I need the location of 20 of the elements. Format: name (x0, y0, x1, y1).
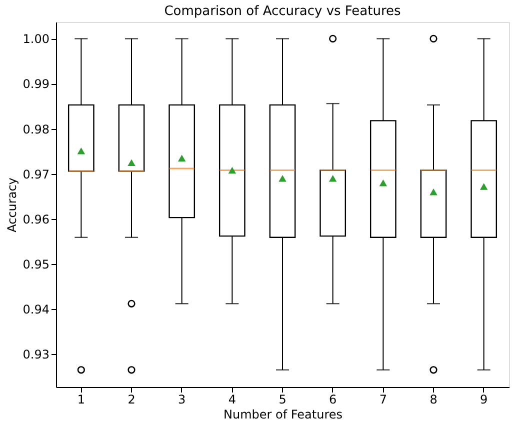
x-tick-label: 2 (128, 392, 136, 406)
x-tick-label: 1 (77, 392, 85, 406)
y-tick-label: 0.96 (22, 212, 50, 226)
x-tick-label: 3 (178, 392, 186, 406)
y-tick-label: 0.93 (22, 348, 50, 362)
y-tick-label: 0.94 (22, 302, 50, 317)
y-tick-label: 0.98 (22, 122, 50, 136)
y-axis-title: Accuracy (4, 178, 19, 232)
y-tick-label: 0.95 (22, 257, 50, 272)
y-tick-label: 1.00 (22, 32, 50, 46)
chart-title: Comparison of Accuracy vs Features (164, 4, 402, 19)
y-tick-label: 0.97 (22, 167, 50, 182)
x-tick-label: 6 (329, 392, 337, 406)
x-tick-label: 7 (379, 392, 387, 406)
x-tick-label: 9 (480, 392, 488, 406)
x-tick-label: 4 (228, 392, 236, 406)
y-tick-label: 0.99 (22, 77, 50, 92)
x-tick-label: 5 (278, 392, 286, 406)
x-axis-title: Number of Features (224, 408, 342, 422)
x-tick-label: 8 (430, 392, 438, 406)
